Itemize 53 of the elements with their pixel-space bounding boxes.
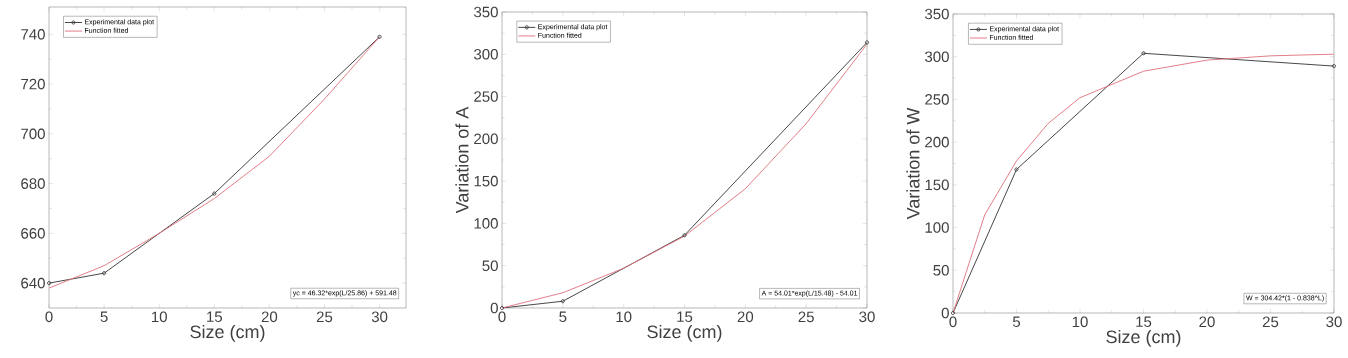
point bbox=[1141, 51, 1146, 56]
x-tick-label: 10 bbox=[152, 311, 167, 323]
y-tick-label: 50 bbox=[933, 264, 949, 276]
x-tick-label: 5 bbox=[100, 311, 108, 322]
y-tick-label: 660 bbox=[21, 228, 45, 239]
x-axis-title: Size (cm) bbox=[647, 325, 722, 342]
point bbox=[212, 191, 217, 196]
y-tick-label: 150 bbox=[925, 179, 949, 191]
x-tick-label: 30 bbox=[371, 311, 388, 323]
x-tick-label: 10 bbox=[1072, 316, 1088, 328]
x-tick-label: 25 bbox=[798, 311, 814, 323]
x-axis-title: Size (cm) bbox=[190, 325, 265, 342]
y-tick-label: 300 bbox=[474, 48, 498, 60]
point bbox=[682, 233, 687, 238]
y-tick-label: 200 bbox=[925, 136, 949, 148]
x-tick-label: 20 bbox=[261, 311, 278, 323]
y-axis-title: Variation of W bbox=[906, 107, 920, 220]
y-tick-label: 350 bbox=[474, 6, 498, 18]
y-tick-label: 350 bbox=[925, 8, 949, 20]
y-tick-label: 740 bbox=[21, 29, 45, 40]
point bbox=[560, 299, 565, 304]
x-tick-label: 30 bbox=[859, 311, 875, 323]
point bbox=[1014, 167, 1019, 172]
y-tick-label: 300 bbox=[925, 51, 949, 63]
x-axis-title: Size (cm) bbox=[1106, 330, 1181, 347]
x-tick-label: 15 bbox=[1136, 316, 1152, 327]
y-tick-label: 150 bbox=[474, 175, 498, 187]
x-tick-label: 20 bbox=[737, 311, 754, 323]
x-tick-label: 0 bbox=[949, 316, 957, 328]
point bbox=[102, 271, 107, 276]
x-tick-label: 25 bbox=[316, 311, 333, 323]
y-tick-label: 200 bbox=[474, 133, 498, 145]
x-tick-label: 5 bbox=[1012, 316, 1021, 327]
y-tick-label: 100 bbox=[474, 218, 498, 229]
x-tick-label: 0 bbox=[45, 311, 53, 323]
x-tick-label: 0 bbox=[498, 311, 506, 323]
y-tick-label: 680 bbox=[21, 178, 45, 189]
y-axis-title: Variation of A bbox=[455, 106, 469, 214]
y-tick-label: 250 bbox=[474, 91, 498, 102]
x-tick-label: 5 bbox=[559, 311, 567, 322]
y-tick-label: 250 bbox=[925, 94, 949, 105]
y-tick-label: 100 bbox=[925, 222, 949, 233]
y-tick-label: 700 bbox=[21, 128, 45, 140]
y-tick-label: 50 bbox=[482, 260, 498, 272]
y-tick-label: 720 bbox=[21, 78, 45, 90]
x-tick-label: 25 bbox=[1262, 316, 1279, 328]
x-tick-label: 10 bbox=[616, 311, 632, 323]
y-tick-label: 640 bbox=[21, 277, 45, 289]
x-tick-label: 20 bbox=[1199, 316, 1215, 328]
x-tick-label: 15 bbox=[207, 311, 223, 322]
x-tick-label: 30 bbox=[1326, 316, 1342, 328]
y-tick-label: 0 bbox=[490, 302, 498, 314]
x-tick-label: 15 bbox=[677, 311, 693, 322]
